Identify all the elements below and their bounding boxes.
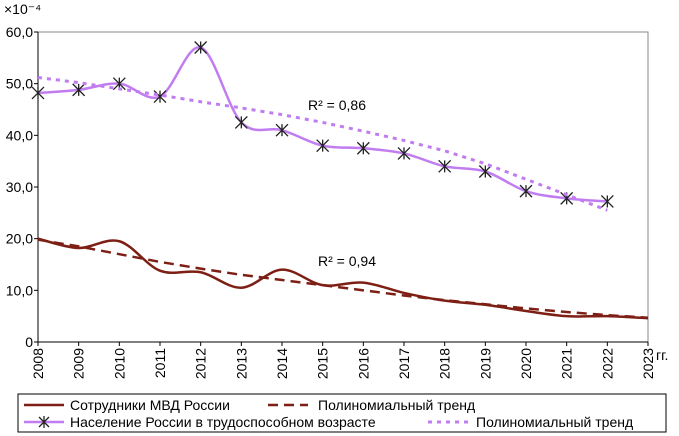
marker <box>478 165 492 178</box>
marker <box>72 83 86 97</box>
series-line <box>37 238 649 319</box>
x-axis-unit: гг. <box>656 347 668 363</box>
marker <box>356 141 370 155</box>
series-line <box>37 237 649 320</box>
y-tick-label: 50,0 <box>6 76 33 92</box>
x-tick-label: 2018 <box>437 348 453 379</box>
y-tick-label: 20,0 <box>6 231 33 247</box>
series-line <box>37 46 608 203</box>
marker <box>275 123 289 137</box>
x-tick-label: 2014 <box>274 348 290 379</box>
marker <box>438 159 452 173</box>
series-line <box>37 75 608 212</box>
x-tick-label: 2009 <box>71 348 87 379</box>
x-tick-label: 2022 <box>599 348 615 379</box>
y-tick-label: 60,0 <box>6 24 33 40</box>
legend-label: Сотрудники МВД России <box>70 397 230 413</box>
x-tick-label: 2010 <box>111 348 127 379</box>
x-tick-label: 2008 <box>30 348 46 379</box>
marker <box>153 90 167 104</box>
x-tick-label: 2011 <box>152 348 168 378</box>
marker <box>234 115 248 129</box>
x-tick-label: 2015 <box>315 348 331 379</box>
marker <box>31 86 45 100</box>
y-axis-unit: ×10⁻⁴ <box>4 1 41 17</box>
legend-label: Полиномиальный тренд <box>476 414 633 430</box>
legend-label: Население России в трудоспособном возрас… <box>70 414 376 430</box>
y-tick-label: 10,0 <box>6 282 33 298</box>
marker <box>519 184 533 198</box>
annotation: R² = 0,94 <box>318 253 376 269</box>
annotation: R² = 0,86 <box>308 97 366 113</box>
legend-label: Полиномиальный тренд <box>318 397 475 413</box>
y-tick-label: 0 <box>25 334 33 350</box>
x-tick-label: 2016 <box>355 348 371 379</box>
marker <box>194 41 208 54</box>
marker <box>316 139 330 153</box>
x-tick-label: 2020 <box>518 348 534 379</box>
x-tick-label: 2019 <box>477 348 493 379</box>
legend-marker <box>38 416 50 428</box>
plot-area <box>37 31 649 343</box>
y-tick-label: 30,0 <box>6 179 33 195</box>
x-tick-label: 2023 <box>640 348 656 379</box>
legend-box <box>17 393 667 433</box>
x-tick-label: 2012 <box>193 348 209 379</box>
x-tick-label: 2021 <box>559 348 575 379</box>
marker <box>600 195 614 208</box>
marker <box>397 146 411 160</box>
x-tick-label: 2017 <box>396 348 412 379</box>
x-tick-label: 2013 <box>233 348 249 379</box>
y-tick-label: 40,0 <box>6 127 33 143</box>
